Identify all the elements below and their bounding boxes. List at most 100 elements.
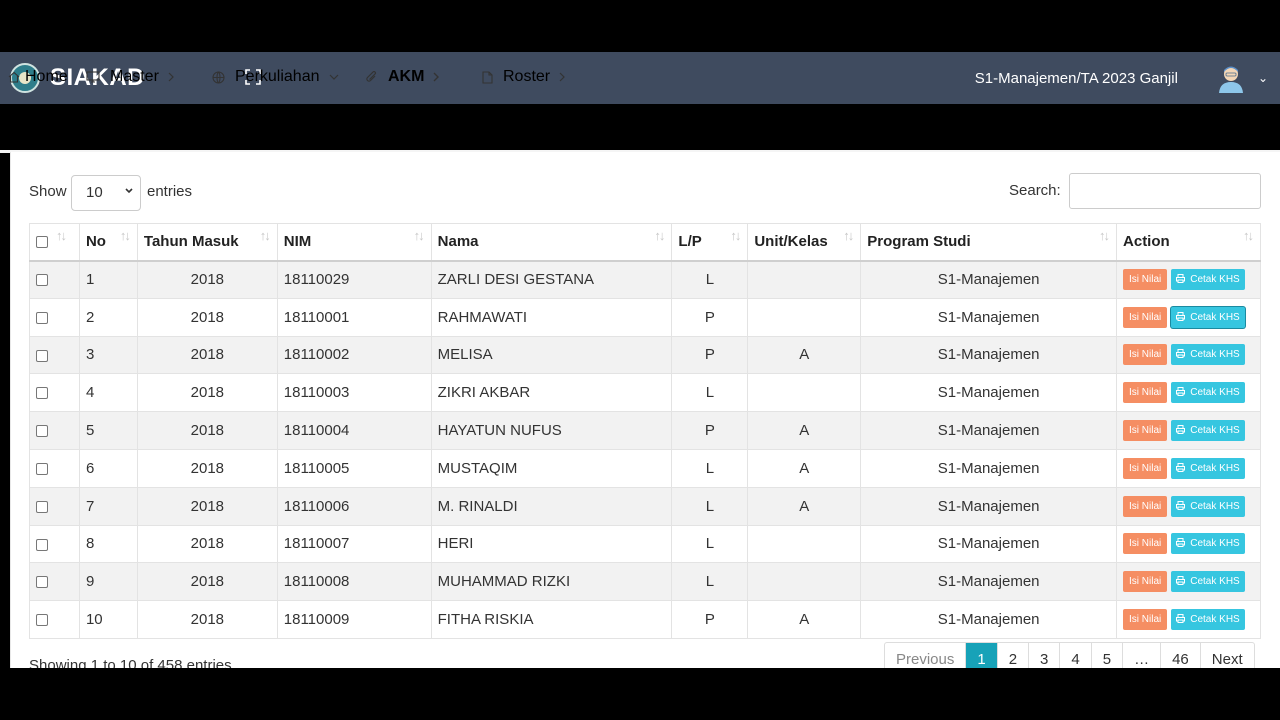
cetak-khs-button[interactable]: Cetak KHS bbox=[1171, 609, 1245, 631]
cetak-khs-label: Cetak KHS bbox=[1190, 462, 1240, 474]
chevron-right-icon bbox=[559, 72, 565, 82]
cetak-khs-button[interactable]: Cetak KHS bbox=[1171, 457, 1245, 479]
fullscreen-icon[interactable] bbox=[244, 68, 262, 86]
header-program-studi[interactable]: Program Studi ↑↓ bbox=[860, 223, 1118, 262]
cetak-khs-button[interactable]: Cetak KHS bbox=[1171, 533, 1245, 555]
length-select[interactable]: 10 bbox=[71, 175, 141, 211]
header-action[interactable]: Action ↑↓ bbox=[1116, 223, 1261, 262]
row-select-cell bbox=[29, 260, 80, 299]
row-checkbox[interactable] bbox=[36, 311, 48, 324]
row-checkbox[interactable] bbox=[36, 274, 48, 287]
cell-action: Isi Nilai Cetak KHS bbox=[1116, 448, 1261, 488]
cell-nim: 18110002 bbox=[276, 335, 432, 375]
cetak-khs-button[interactable]: Cetak KHS bbox=[1171, 495, 1245, 517]
cetak-khs-button[interactable]: Cetak KHS bbox=[1171, 269, 1245, 291]
row-checkbox[interactable] bbox=[36, 425, 48, 438]
chevron-down-icon[interactable]: ⌄ bbox=[1257, 71, 1268, 85]
entries-label: entries bbox=[147, 183, 193, 200]
isi-nilai-button[interactable]: Isi Nilai bbox=[1123, 344, 1168, 366]
table-row: 7 2018 18110006 M. RINALDI L A S1-Manajemen Isi… bbox=[29, 486, 1261, 526]
cell-nama: ZARLI DESI GESTANA bbox=[430, 260, 673, 299]
cell-kelas: A bbox=[747, 335, 862, 375]
page-button[interactable]: 4 bbox=[1060, 643, 1092, 668]
cell-kelas bbox=[747, 260, 862, 299]
cell-action: Isi Nilai Cetak KHS bbox=[1116, 373, 1261, 413]
nav-home[interactable]: Home bbox=[8, 68, 68, 86]
header-nama[interactable]: Nama ↑↓ bbox=[430, 223, 673, 262]
row-select-cell bbox=[29, 524, 80, 564]
page-button[interactable]: 1 bbox=[966, 643, 998, 668]
header-action-label: Action bbox=[1123, 233, 1170, 251]
next-page-button[interactable]: Next bbox=[1211, 651, 1243, 668]
cell-no: 8 bbox=[78, 524, 138, 564]
isi-nilai-button[interactable]: Isi Nilai bbox=[1123, 457, 1168, 479]
nav-perkuliahan[interactable]: Perkuliahan bbox=[212, 68, 340, 86]
row-select-cell bbox=[29, 448, 80, 488]
row-checkbox[interactable] bbox=[36, 349, 48, 362]
printer-icon bbox=[1176, 614, 1186, 624]
nav-roster[interactable]: Roster bbox=[482, 68, 566, 86]
page-button[interactable]: … bbox=[1123, 643, 1162, 668]
cetak-khs-button[interactable]: Cetak KHS bbox=[1171, 344, 1245, 366]
cell-nama: MUHAMMAD RIZKI bbox=[430, 562, 673, 602]
cetak-khs-button[interactable]: Cetak KHS bbox=[1171, 306, 1245, 328]
select-all-checkbox[interactable] bbox=[36, 236, 48, 249]
nav-akm[interactable]: AKM bbox=[365, 68, 440, 86]
nav-master[interactable]: Master bbox=[86, 68, 175, 86]
header-tahun-label: Tahun Masuk bbox=[143, 233, 239, 251]
cell-action: Isi Nilai Cetak KHS bbox=[1116, 524, 1261, 564]
previous-page-button[interactable]: Previous bbox=[885, 643, 967, 668]
page-button[interactable]: 5 bbox=[1092, 643, 1124, 668]
header-lp[interactable]: L/P ↑↓ bbox=[671, 223, 749, 262]
isi-nilai-button[interactable]: Isi Nilai bbox=[1123, 306, 1168, 328]
isi-nilai-button[interactable]: Isi Nilai bbox=[1123, 420, 1168, 442]
header-unit-kelas[interactable]: Unit/Kelas ↑↓ bbox=[747, 223, 862, 262]
isi-nilai-button[interactable]: Isi Nilai bbox=[1123, 495, 1168, 517]
cell-action: Isi Nilai Cetak KHS bbox=[1116, 297, 1261, 337]
avatar[interactable] bbox=[1216, 63, 1246, 93]
sort-icon: ↑↓ bbox=[119, 228, 131, 243]
header-no[interactable]: No ↑↓ bbox=[78, 223, 138, 262]
row-checkbox[interactable] bbox=[36, 500, 48, 513]
isi-nilai-button[interactable]: Isi Nilai bbox=[1123, 609, 1168, 631]
cell-nim: 18110006 bbox=[276, 486, 432, 526]
cell-nim: 18110007 bbox=[276, 524, 432, 564]
isi-nilai-button[interactable]: Isi Nilai bbox=[1123, 269, 1168, 291]
header-nim[interactable]: NIM ↑↓ bbox=[276, 223, 432, 262]
row-checkbox[interactable] bbox=[36, 462, 48, 475]
sort-icon: ↑↓ bbox=[730, 228, 741, 243]
cell-tahun: 2018 bbox=[136, 335, 278, 375]
cell-kelas: A bbox=[747, 448, 862, 488]
row-checkbox[interactable] bbox=[36, 614, 48, 627]
cell-lp: L bbox=[671, 486, 749, 526]
header-tahun-masuk[interactable]: Tahun Masuk ↑↓ bbox=[136, 223, 278, 262]
cetak-khs-button[interactable]: Cetak KHS bbox=[1171, 382, 1245, 404]
page-button[interactable]: 46 bbox=[1161, 643, 1201, 668]
row-checkbox[interactable] bbox=[36, 538, 48, 551]
cell-lp: L bbox=[671, 524, 749, 564]
page-button[interactable]: 2 bbox=[998, 643, 1030, 668]
table-row: 6 2018 18110005 MUSTAQIM L A S1-Manajemen Isi N… bbox=[29, 448, 1261, 488]
isi-nilai-button[interactable]: Isi Nilai bbox=[1123, 571, 1168, 593]
search-input[interactable] bbox=[1069, 173, 1261, 209]
isi-nilai-button[interactable]: Isi Nilai bbox=[1123, 382, 1168, 404]
cell-nama: HAYATUN NUFUS bbox=[430, 411, 673, 450]
page-button[interactable]: 3 bbox=[1029, 643, 1061, 668]
printer-icon bbox=[1176, 311, 1186, 321]
sort-icon: ↑↓ bbox=[843, 228, 854, 243]
row-select-cell bbox=[29, 411, 80, 450]
table-row: 5 2018 18110004 HAYATUN NUFUS P A S1-Manajemen… bbox=[29, 411, 1261, 450]
cell-lp: L bbox=[671, 448, 749, 488]
row-checkbox[interactable] bbox=[36, 387, 48, 400]
nav-perkuliahan-label: Perkuliahan bbox=[235, 68, 320, 85]
cell-lp: L bbox=[671, 260, 749, 299]
row-checkbox[interactable] bbox=[36, 576, 48, 589]
sort-icon: ↑↓ bbox=[1099, 228, 1110, 243]
cetak-khs-button[interactable]: Cetak KHS bbox=[1171, 420, 1245, 442]
isi-nilai-button[interactable]: Isi Nilai bbox=[1123, 533, 1168, 555]
cell-action: Isi Nilai Cetak KHS bbox=[1116, 600, 1261, 639]
header-no-label: No bbox=[85, 233, 106, 251]
select-all-header[interactable]: ↑↓ bbox=[29, 223, 80, 262]
cell-tahun: 2018 bbox=[136, 448, 278, 488]
cetak-khs-button[interactable]: Cetak KHS bbox=[1171, 571, 1245, 593]
